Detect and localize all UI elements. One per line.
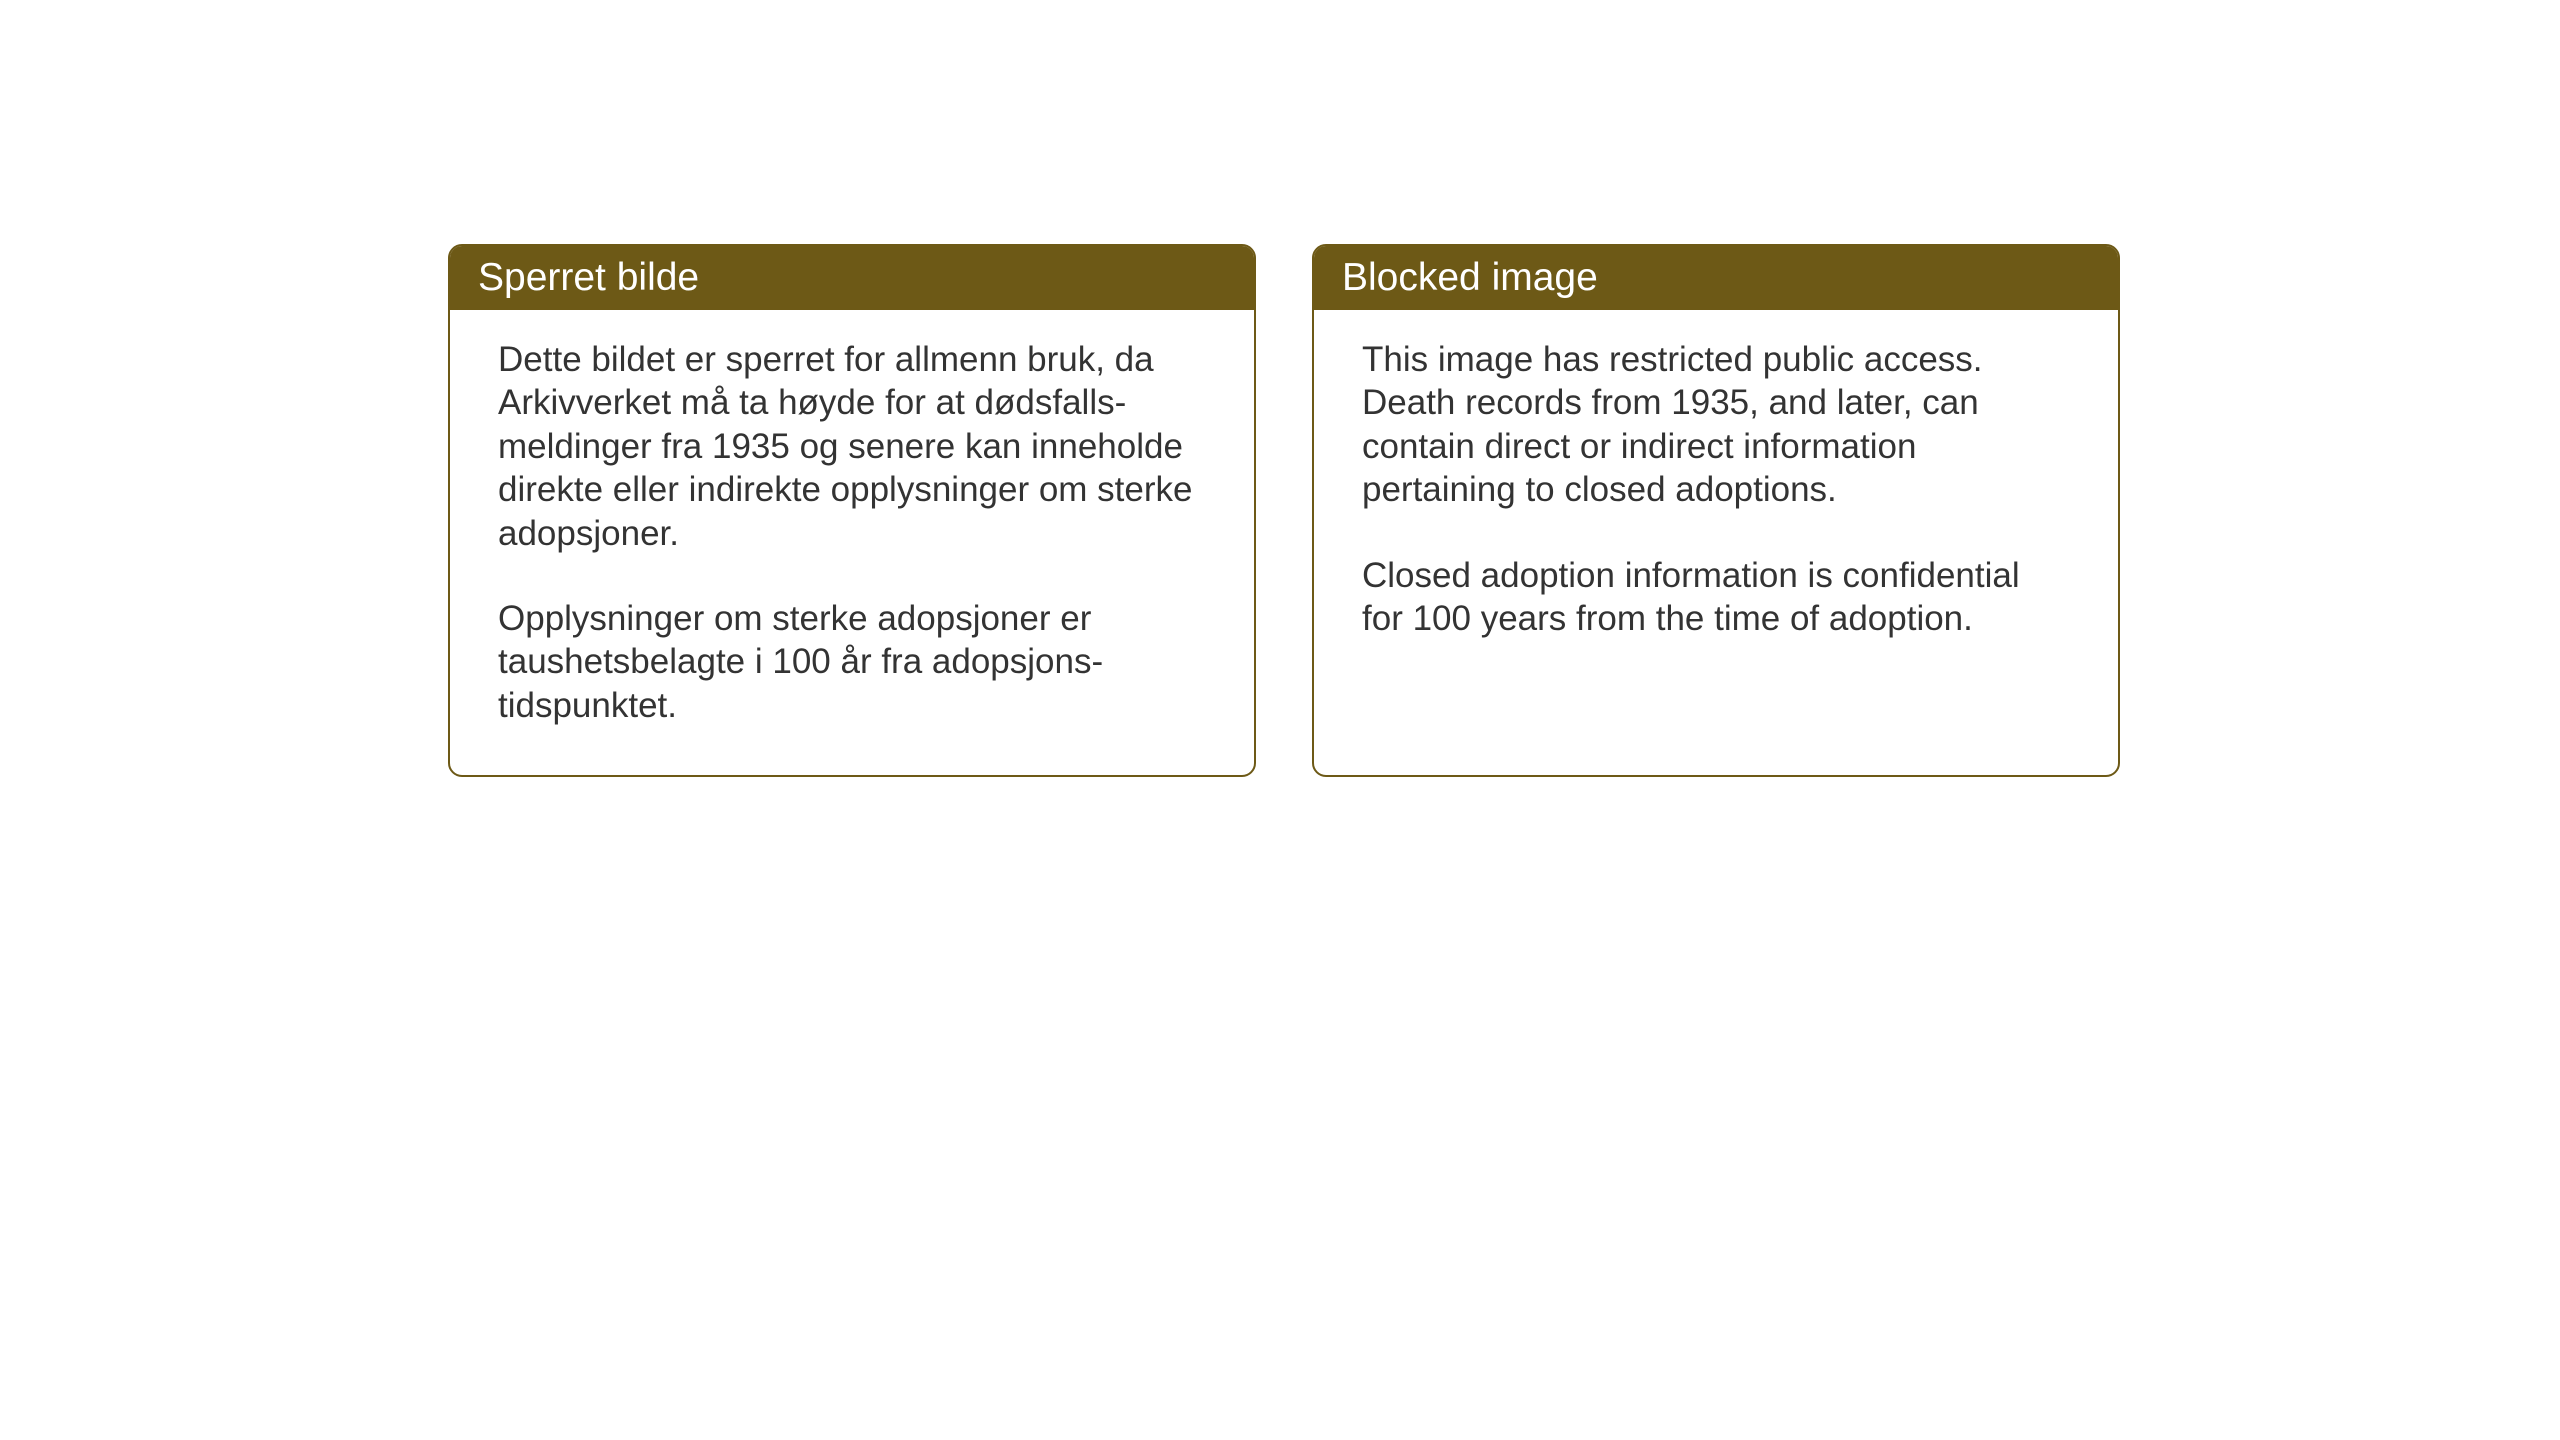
- norwegian-card-body: Dette bildet er sperret for allmenn bruk…: [450, 310, 1254, 775]
- notice-container: Sperret bilde Dette bildet er sperret fo…: [448, 244, 2120, 777]
- english-card-title: Blocked image: [1314, 246, 2118, 310]
- norwegian-card-title: Sperret bilde: [450, 246, 1254, 310]
- norwegian-notice-card: Sperret bilde Dette bildet er sperret fo…: [448, 244, 1256, 777]
- norwegian-paragraph-1: Dette bildet er sperret for allmenn bruk…: [498, 338, 1206, 555]
- english-notice-card: Blocked image This image has restricted …: [1312, 244, 2120, 777]
- english-paragraph-2: Closed adoption information is confident…: [1362, 554, 2070, 641]
- english-paragraph-1: This image has restricted public access.…: [1362, 338, 2070, 512]
- english-card-body: This image has restricted public access.…: [1314, 310, 2118, 688]
- norwegian-paragraph-2: Opplysninger om sterke adopsjoner er tau…: [498, 597, 1206, 727]
